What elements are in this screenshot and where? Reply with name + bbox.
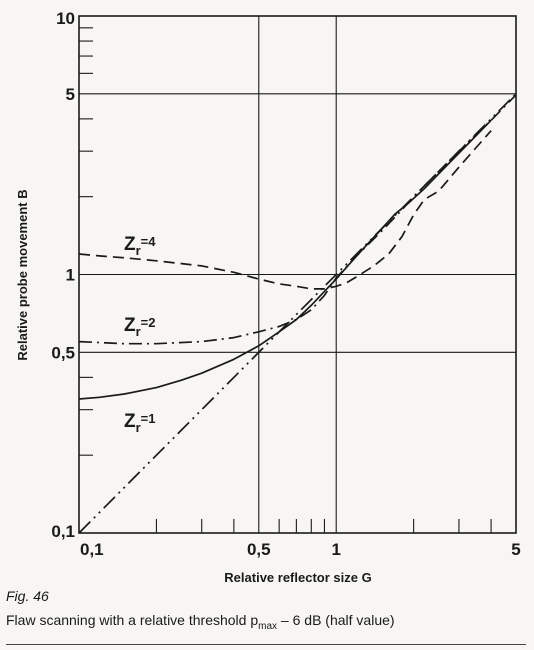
minor-ticks [79,27,492,533]
x-tick-label-2: 1 [331,540,340,559]
caption-subscript: max [258,620,278,632]
caption-text-main: Flaw scanning with a relative threshold … [6,612,259,628]
y-tick-label-3: 5 [66,85,75,104]
y-tick-label-0: 0,1 [51,522,75,541]
series-layer [78,93,517,534]
y-tick-label-1: 0,5 [51,343,75,362]
y-tick-label-4: 10 [56,9,75,28]
curve-annotations: Zr=4 Zr=2 Zr=1 [124,234,156,435]
series-line-2 [78,119,492,400]
plot-frame [78,15,517,534]
figure-number: Fig. 46 [6,588,49,604]
x-tick-labels: 0,1 0,5 1 5 [80,540,521,559]
x-tick-label-0: 0,1 [80,540,104,559]
y-tick-label-2: 1 [66,266,75,285]
y-tick-labels: 0,1 0,5 1 5 10 [51,9,75,541]
x-tick-label-3: 5 [511,540,520,559]
caption-text-tail: – 6 dB (half value) [277,612,395,628]
series-line-3 [78,93,517,534]
caption-rule [6,644,526,645]
y-axis-title: Relative probe movement B [15,189,30,360]
figure-caption: Flaw scanning with a relative threshold … [6,612,395,632]
series-line-1 [78,94,517,345]
annotation-zr-1: Zr=1 [124,411,156,435]
series-line-0 [78,130,492,290]
annotation-zr-4: Zr=4 [124,234,156,258]
x-tick-label-1: 0,5 [247,540,271,559]
chart: 0,1 0,5 1 5 10 0,1 0,5 1 5 Zr=4 Zr=2 Zr=1 Relativ… [15,9,521,585]
grid [79,16,516,533]
annotation-zr-2: Zr=2 [124,315,156,339]
x-axis-title: Relative reflector size G [224,570,371,585]
